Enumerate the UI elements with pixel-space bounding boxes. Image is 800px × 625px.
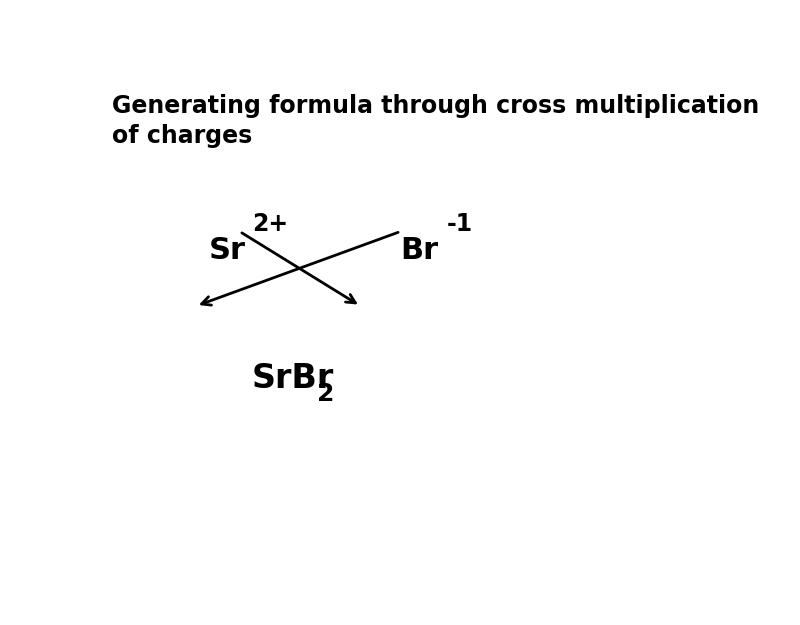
Text: Br: Br	[401, 236, 439, 265]
Text: SrBr: SrBr	[252, 362, 334, 395]
Text: Sr: Sr	[209, 236, 246, 265]
Text: 2+: 2+	[252, 212, 288, 236]
Text: Generating formula through cross multiplication
of charges: Generating formula through cross multipl…	[112, 94, 760, 148]
Text: -1: -1	[447, 212, 474, 236]
Text: 2: 2	[317, 382, 334, 406]
